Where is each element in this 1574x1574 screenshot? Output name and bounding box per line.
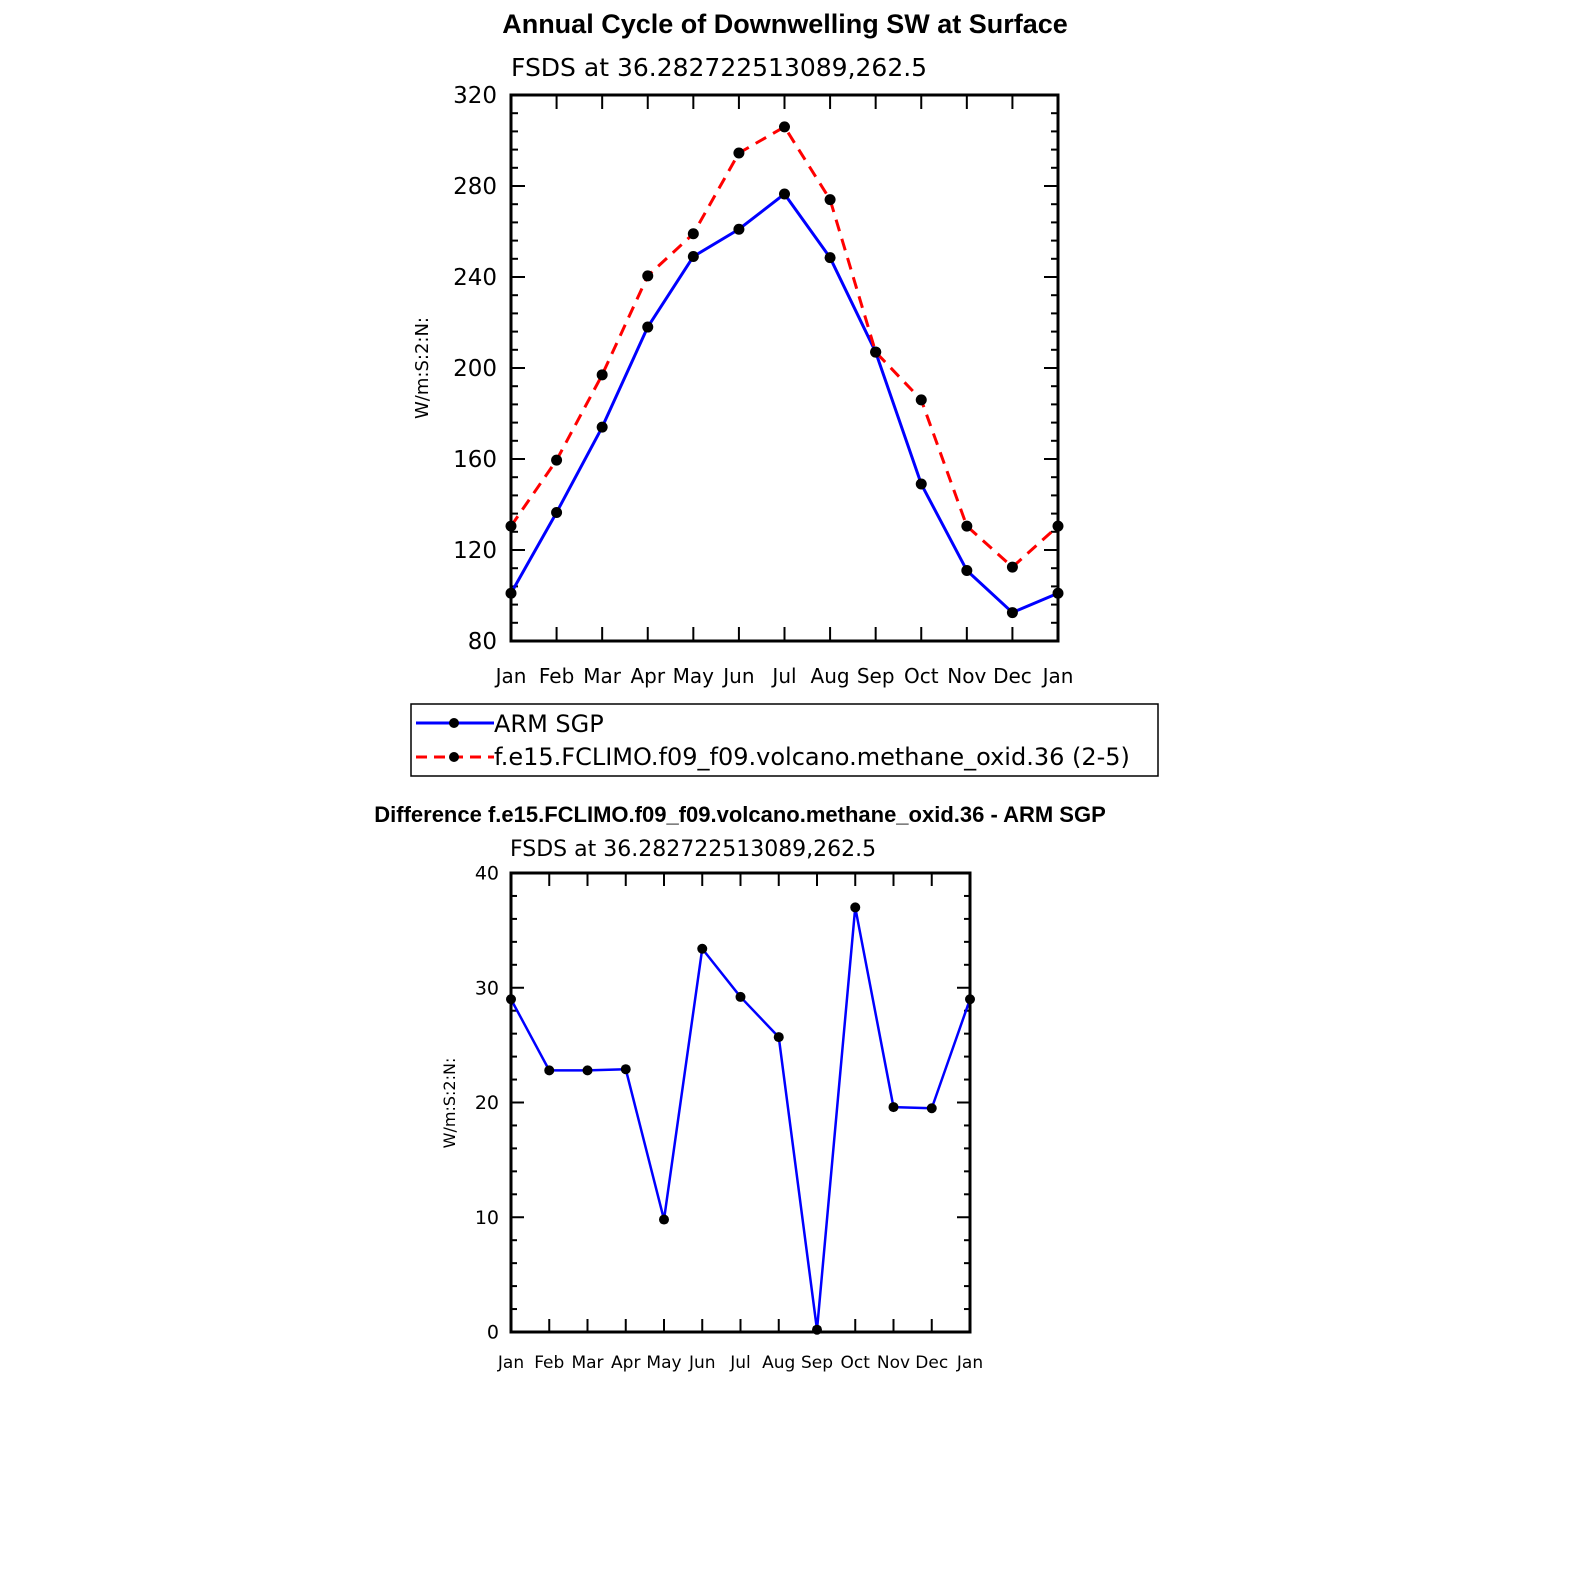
data-point [915, 394, 927, 406]
data-point [888, 1102, 899, 1113]
y-tick-label: 40 [475, 863, 499, 885]
y-tick-label: 240 [453, 265, 497, 291]
x-tick-label: Nov [877, 1353, 910, 1373]
data-point [582, 1065, 593, 1076]
data-point [733, 147, 745, 159]
x-tick-label: Dec [915, 1353, 948, 1373]
data-point [642, 321, 654, 333]
x-tick-label: Aug [811, 664, 850, 688]
data-point [915, 478, 927, 490]
x-tick-label: Dec [993, 664, 1032, 688]
data-point [850, 902, 861, 913]
data-point [779, 121, 790, 133]
data-point [544, 1065, 555, 1076]
x-tick-label: Feb [539, 664, 574, 688]
x-tick-label: Mar [583, 664, 622, 688]
x-tick-label: Jan [956, 1353, 983, 1373]
y-axis-label: W/m:S:2:N: [412, 317, 433, 419]
data-point [1006, 561, 1018, 573]
series-line [509, 906, 972, 1331]
data-point [824, 194, 836, 206]
y-axis-label: W/m:S:2:N: [440, 1058, 459, 1149]
data-point [824, 252, 836, 264]
x-tick-label: Jan [497, 1353, 524, 1373]
data-point [596, 369, 608, 381]
data-point [1006, 607, 1018, 619]
legend-marker-model [449, 752, 459, 762]
y-tick-label: 80 [468, 629, 497, 655]
x-tick-label: Mar [571, 1353, 603, 1373]
legend: ARM SGP f.e15.FCLIMO.f09_f09.volcano.met… [410, 703, 1159, 777]
legend-marker-arm-sgp [449, 718, 459, 728]
data-point [659, 1214, 669, 1225]
data-point [961, 564, 973, 576]
y-tick-label: 280 [453, 174, 497, 200]
x-tick-label: Oct [904, 664, 939, 688]
legend-label-arm-sgp: ARM SGP [494, 710, 604, 738]
x-tick-label: Jul [729, 1353, 751, 1373]
data-point [551, 506, 563, 518]
axis-ticks: Jan Feb Mar Apr May Jun Jul Aug Sep Oct Nov Dec Jan 0… [475, 863, 983, 1373]
chart-title: Difference f.e15.FCLIMO.f09_f09.volcano.… [374, 802, 1106, 827]
data-point [687, 251, 699, 263]
x-tick-label: Apr [630, 664, 665, 688]
data-point [773, 1032, 784, 1043]
legend-box [410, 703, 1159, 777]
data-point [620, 1064, 631, 1075]
data-point [697, 943, 708, 954]
data-point [687, 228, 699, 240]
data-point [926, 1103, 937, 1114]
y-tick-label: 20 [475, 1092, 499, 1114]
data-point [779, 188, 790, 200]
x-tick-label: Nov [947, 664, 986, 688]
x-tick-label: Apr [611, 1353, 640, 1373]
y-tick-label: 0 [487, 1322, 499, 1344]
x-tick-label: Jan [1041, 664, 1074, 688]
x-tick-label: Jun [688, 1353, 716, 1373]
x-tick-label: Sep [801, 1353, 833, 1373]
y-tick-label: 120 [453, 538, 497, 564]
x-tick-label: Jul [770, 664, 796, 688]
y-tick-label: 160 [453, 447, 497, 473]
y-tick-label: 30 [475, 977, 499, 999]
series-line [509, 192, 1059, 615]
plot-frame [509, 871, 972, 1334]
chart-title: Annual Cycle of Downwelling SW at Surfac… [502, 9, 1068, 39]
x-tick-label: May [646, 1353, 681, 1373]
y-tick-label: 200 [453, 356, 497, 382]
x-tick-label: Jun [721, 664, 754, 688]
chart-subtitle: FSDS at 36.282722513089,262.5 [510, 837, 876, 862]
difference-chart: Difference f.e15.FCLIMO.f09_f09.volcano.… [374, 802, 1106, 1373]
data-point [735, 991, 746, 1002]
data-point [961, 520, 973, 532]
x-tick-label: Aug [762, 1353, 795, 1373]
data-point [870, 346, 882, 358]
axis-ticks: Jan Feb Mar Apr May Jun Jul Aug Sep Oct Nov Dec Jan 8… [453, 83, 1073, 688]
annual-cycle-chart: Annual Cycle of Downwelling SW at Surfac… [412, 9, 1073, 688]
plot-frame [509, 93, 1060, 643]
x-tick-label: Feb [534, 1353, 564, 1373]
plot-series [506, 902, 975, 1335]
data-point [733, 223, 745, 235]
data-point [551, 454, 563, 466]
x-tick-label: Oct [841, 1353, 871, 1373]
x-tick-label: May [673, 664, 715, 688]
data-point [642, 270, 654, 282]
chart-subtitle: FSDS at 36.282722513089,262.5 [511, 53, 927, 82]
data-point [596, 421, 608, 433]
legend-label-model: f.e15.FCLIMO.f09_f09.volcano.methane_oxi… [494, 743, 1130, 771]
y-tick-label: 10 [475, 1207, 499, 1229]
x-tick-label: Jan [494, 664, 527, 688]
plot-series [505, 121, 1064, 619]
x-tick-label: Sep [857, 664, 895, 688]
y-tick-label: 320 [453, 83, 497, 109]
